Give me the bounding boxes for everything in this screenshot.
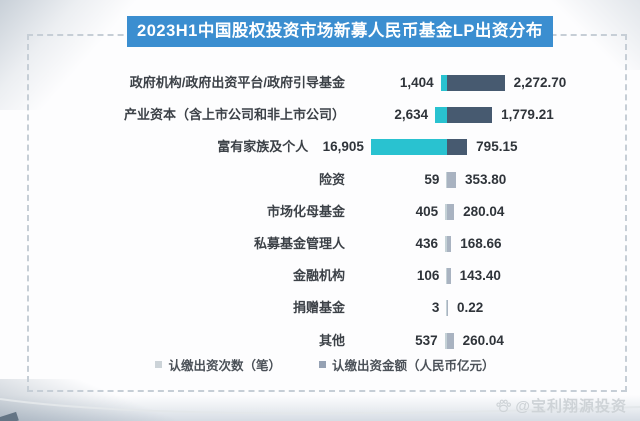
count-bar	[446, 171, 447, 188]
chart-title: 2023H1中国股权投资市场新募人民币基金LP出资分布	[127, 16, 553, 47]
amount-value-label: 143.40	[459, 268, 501, 284]
count-bar	[435, 107, 447, 124]
count-bar	[444, 332, 447, 349]
category-label: 捐赠基金	[292, 300, 345, 316]
amount-bar	[447, 139, 468, 156]
chart-row: 险资 59 353.80	[0, 164, 640, 196]
diverging-bar-chart: 政府机构/政府出资平台/政府引导基金 1,404 2,272.70 产业资本（含上市公…	[0, 67, 640, 359]
count-value-label: 436	[415, 236, 439, 251]
chart-row: 产业资本（含上市公司和非上市公司） 2,634 1,779.21	[0, 99, 640, 131]
legend-item: 认缴出资金额（人民币亿元）	[319, 355, 495, 374]
amount-bar	[447, 300, 448, 317]
amount-bar	[447, 332, 454, 349]
amount-value-label: 795.15	[476, 139, 518, 155]
chart-row: 政府机构/政府出资平台/政府引导基金 1,404 2,272.70	[0, 67, 640, 99]
count-bar	[446, 268, 447, 285]
amount-bar	[447, 236, 452, 252]
count-value-label: 3	[431, 300, 440, 316]
count-bar	[446, 300, 447, 317]
amount-value-label: 168.66	[460, 236, 502, 251]
count-value-label: 1,404	[399, 75, 434, 90]
amount-bar	[447, 75, 505, 91]
chart-row: 富有家族及个人 16,905 795.15	[0, 131, 640, 163]
legend-label: 认缴出资次数（笔）	[168, 358, 281, 373]
count-value-label: 405	[415, 203, 439, 219]
category-label: 险资	[318, 171, 345, 187]
watermark-text: @宝利翔源投资	[515, 398, 627, 415]
chart-legend: 认缴出资次数（笔） 认缴出资金额（人民币亿元）	[27, 352, 623, 376]
category-label: 富有家族及个人	[217, 139, 309, 155]
watermark: @宝利翔源投资	[495, 395, 627, 416]
legend-swatch	[319, 360, 326, 368]
legend-item: 认缴出资次数（笔）	[155, 355, 281, 374]
count-bar	[370, 139, 447, 156]
category-label: 金融机构	[292, 268, 345, 284]
category-label: 市场化母基金	[266, 203, 345, 219]
count-bar	[445, 203, 447, 220]
count-value-label: 106	[416, 268, 440, 284]
chart-row: 捐赠基金 3 0.22	[0, 292, 640, 324]
category-label: 产业资本（含上市公司和非上市公司）	[123, 107, 345, 123]
category-label: 私募基金管理人	[253, 236, 345, 251]
chart-row: 私募基金管理人 436 168.66	[0, 228, 640, 260]
legend-swatch	[155, 360, 163, 368]
decorative-curve	[0, 398, 640, 415]
chart-row: 其他 537 260.04	[0, 325, 640, 357]
count-value-label: 16,905	[322, 139, 364, 155]
amount-value-label: 2,272.70	[513, 75, 567, 90]
count-value-label: 537	[415, 332, 438, 348]
amount-value-label: 280.04	[463, 203, 505, 219]
amount-bar	[447, 171, 456, 188]
count-bar	[445, 236, 447, 252]
legend-label: 认缴出资金额（人民币亿元）	[332, 358, 495, 373]
amount-bar	[447, 107, 493, 124]
amount-bar	[447, 203, 455, 220]
amount-value-label: 353.80	[464, 171, 507, 187]
background-gradient-topleft	[0, 0, 150, 110]
amount-value-label: 260.04	[462, 332, 504, 348]
chart-row: 金融机构 106 143.40	[0, 260, 640, 292]
amount-bar	[447, 268, 451, 285]
count-value-label: 59	[424, 171, 440, 187]
paw-icon	[496, 399, 512, 413]
amount-value-label: 0.22	[457, 300, 484, 316]
category-label: 其他	[318, 332, 345, 348]
category-label: 政府机构/政府出资平台/政府引导基金	[129, 75, 345, 90]
chart-row: 市场化母基金 405 280.04	[0, 196, 640, 228]
background-gradient-bottomleft	[0, 379, 190, 421]
amount-value-label: 1,779.21	[501, 107, 554, 123]
count-bar	[440, 75, 447, 91]
count-value-label: 2,634	[394, 107, 429, 123]
